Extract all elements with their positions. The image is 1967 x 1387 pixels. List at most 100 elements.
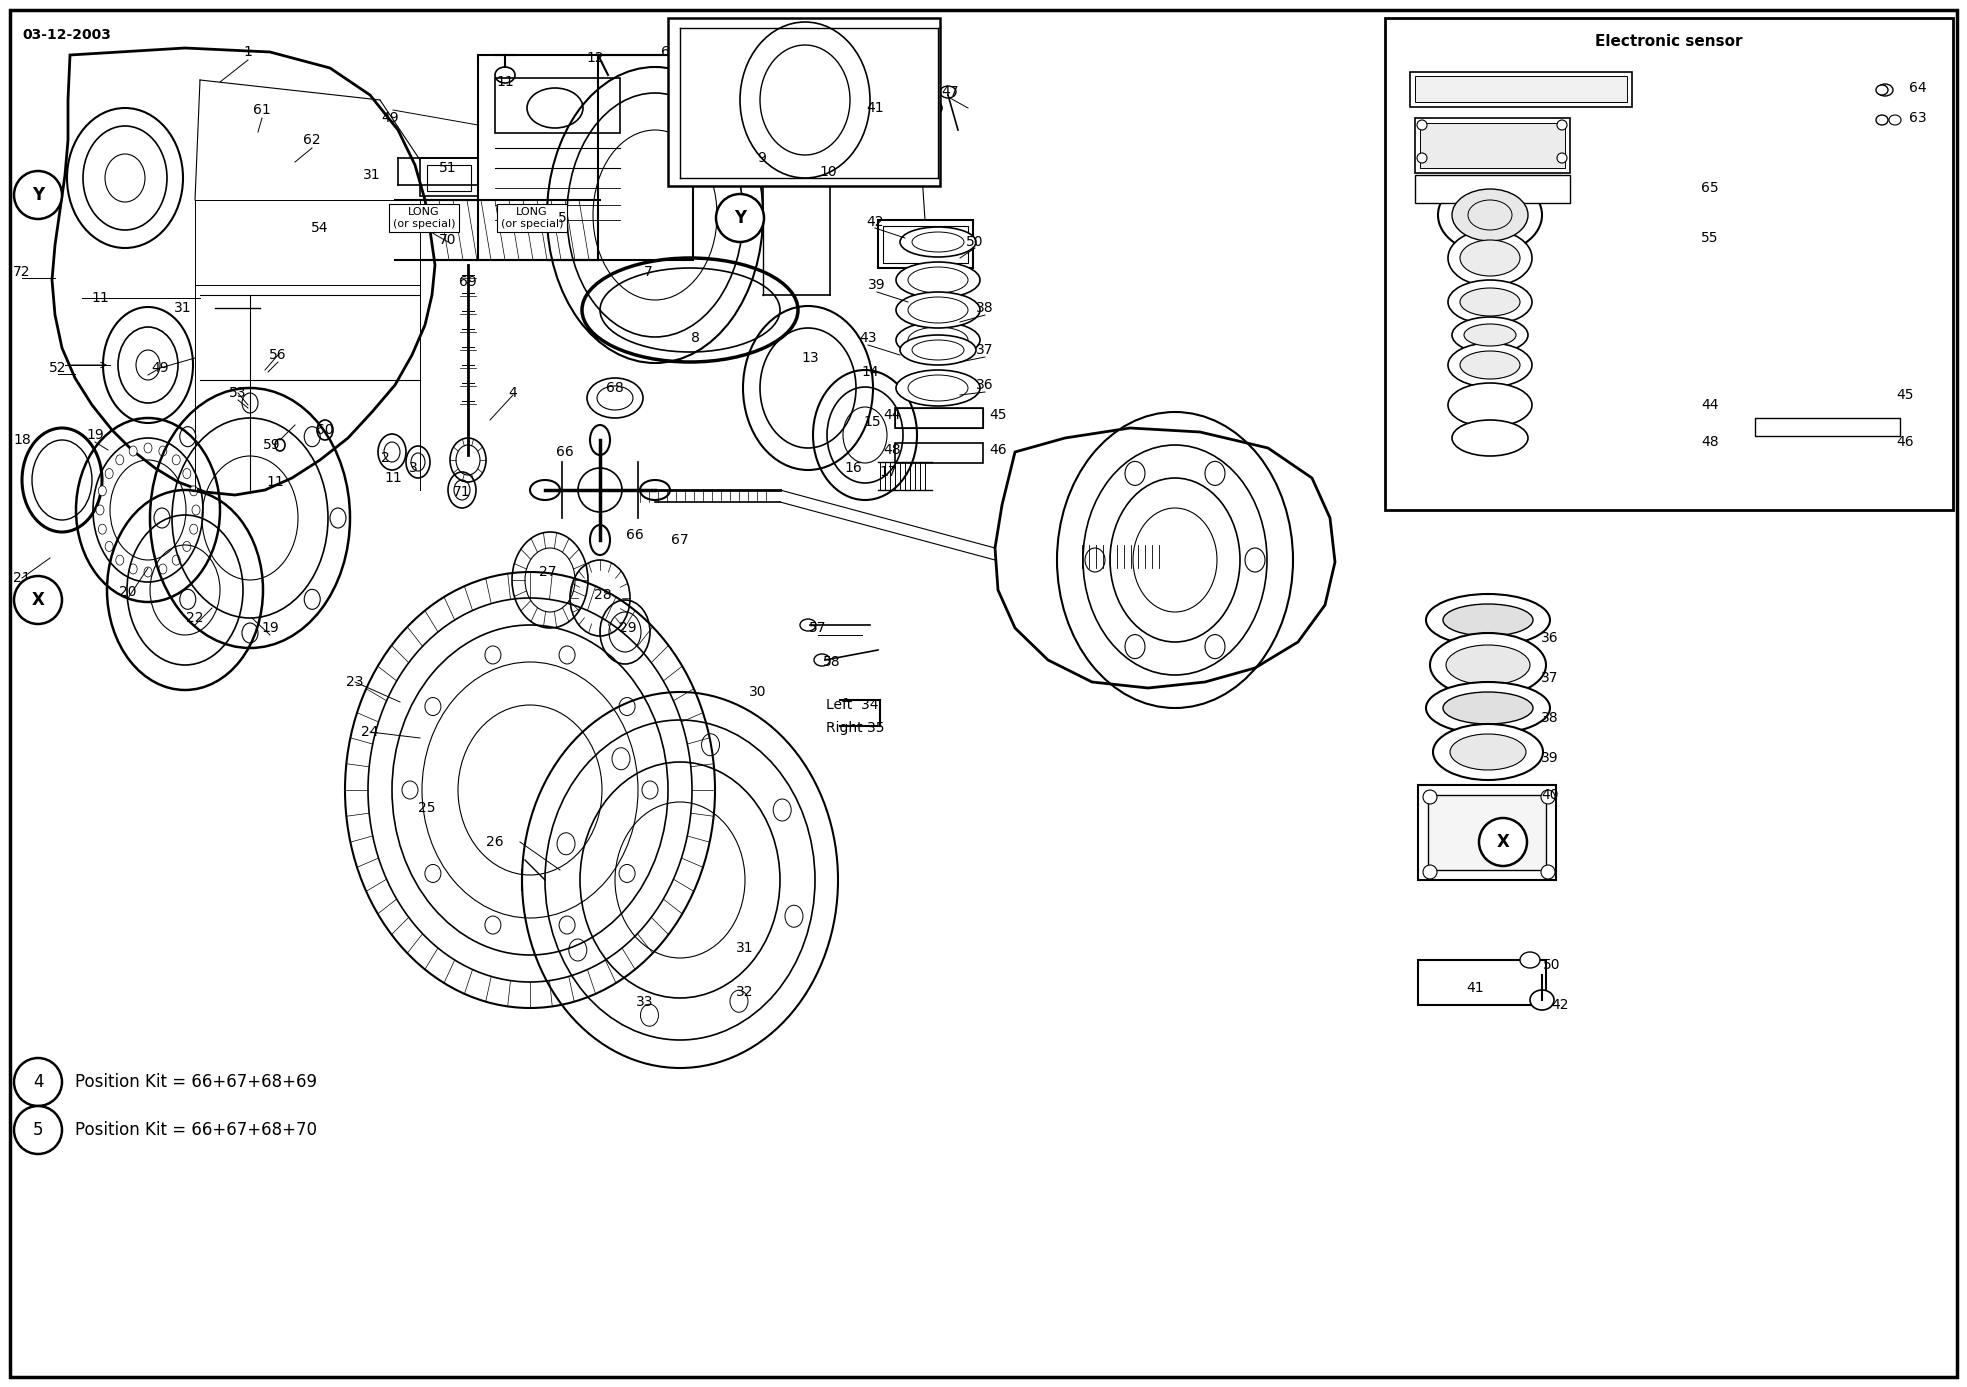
Ellipse shape bbox=[901, 336, 976, 365]
Ellipse shape bbox=[1877, 85, 1888, 94]
Ellipse shape bbox=[183, 469, 191, 479]
Text: 03-12-2003: 03-12-2003 bbox=[22, 28, 110, 42]
Text: Left  34: Left 34 bbox=[826, 698, 877, 712]
Text: 42: 42 bbox=[1552, 999, 1570, 1013]
Text: 61: 61 bbox=[254, 103, 271, 117]
Text: 44: 44 bbox=[883, 408, 901, 422]
Ellipse shape bbox=[919, 100, 942, 117]
Text: 19: 19 bbox=[87, 429, 104, 442]
Text: 20: 20 bbox=[120, 585, 138, 599]
Text: 48: 48 bbox=[1701, 436, 1719, 449]
Bar bbox=[421, 158, 478, 196]
Ellipse shape bbox=[1460, 288, 1520, 316]
Text: 47: 47 bbox=[942, 85, 958, 98]
Text: 11: 11 bbox=[384, 472, 401, 485]
Ellipse shape bbox=[96, 505, 104, 515]
Ellipse shape bbox=[1434, 724, 1542, 779]
Text: 62: 62 bbox=[303, 133, 321, 147]
Ellipse shape bbox=[897, 262, 980, 298]
Text: 16: 16 bbox=[844, 460, 862, 474]
Bar bbox=[496, 78, 620, 133]
Text: 58: 58 bbox=[822, 655, 840, 669]
Text: 1: 1 bbox=[244, 44, 252, 60]
Text: 11: 11 bbox=[90, 291, 108, 305]
Ellipse shape bbox=[173, 455, 181, 465]
Bar bbox=[895, 408, 984, 429]
Ellipse shape bbox=[189, 524, 197, 534]
Ellipse shape bbox=[814, 655, 830, 666]
Text: 26: 26 bbox=[486, 835, 504, 849]
Text: Y: Y bbox=[734, 209, 745, 227]
Ellipse shape bbox=[159, 447, 167, 456]
Bar bbox=[895, 408, 984, 429]
Text: 11: 11 bbox=[266, 474, 283, 490]
Text: 10: 10 bbox=[818, 165, 836, 179]
Ellipse shape bbox=[183, 541, 191, 552]
Text: 64: 64 bbox=[1910, 80, 1928, 94]
Text: 22: 22 bbox=[187, 612, 205, 626]
Ellipse shape bbox=[897, 322, 980, 358]
Ellipse shape bbox=[801, 619, 816, 631]
Text: 23: 23 bbox=[346, 675, 364, 689]
Text: 6: 6 bbox=[661, 44, 669, 60]
Ellipse shape bbox=[1430, 632, 1546, 698]
Text: 30: 30 bbox=[749, 685, 767, 699]
Ellipse shape bbox=[1877, 85, 1892, 96]
Ellipse shape bbox=[1540, 865, 1556, 879]
Text: 4: 4 bbox=[33, 1074, 43, 1092]
Text: X: X bbox=[1497, 834, 1509, 852]
Ellipse shape bbox=[1438, 178, 1542, 252]
Ellipse shape bbox=[578, 467, 622, 512]
Circle shape bbox=[14, 171, 63, 219]
Bar bbox=[1755, 417, 1900, 436]
Text: Right 35: Right 35 bbox=[826, 721, 885, 735]
Text: 5: 5 bbox=[557, 211, 566, 225]
Text: 3: 3 bbox=[409, 460, 417, 474]
Text: 36: 36 bbox=[976, 379, 993, 393]
Ellipse shape bbox=[1446, 645, 1530, 685]
Text: 66: 66 bbox=[626, 528, 643, 542]
Text: 48: 48 bbox=[883, 442, 901, 456]
Ellipse shape bbox=[144, 567, 151, 577]
Ellipse shape bbox=[590, 526, 610, 555]
Text: 24: 24 bbox=[362, 725, 380, 739]
Text: 17: 17 bbox=[879, 465, 897, 479]
Text: 39: 39 bbox=[867, 277, 885, 293]
Bar bbox=[1414, 76, 1627, 103]
Ellipse shape bbox=[1426, 682, 1550, 734]
Ellipse shape bbox=[1558, 121, 1568, 130]
Text: 5: 5 bbox=[33, 1121, 43, 1139]
Text: 53: 53 bbox=[230, 386, 246, 399]
Ellipse shape bbox=[1450, 734, 1526, 770]
Ellipse shape bbox=[116, 555, 124, 565]
Ellipse shape bbox=[1444, 692, 1532, 724]
Bar bbox=[1418, 785, 1556, 879]
Text: 21: 21 bbox=[14, 571, 31, 585]
Text: 43: 43 bbox=[860, 331, 877, 345]
Ellipse shape bbox=[1422, 865, 1438, 879]
Text: Electronic sensor: Electronic sensor bbox=[1595, 35, 1743, 49]
Circle shape bbox=[14, 576, 63, 624]
Text: 49: 49 bbox=[382, 111, 399, 125]
Ellipse shape bbox=[98, 524, 106, 534]
Bar bbox=[1414, 175, 1570, 203]
Bar bbox=[1414, 118, 1570, 173]
Text: 38: 38 bbox=[1542, 712, 1558, 725]
Ellipse shape bbox=[940, 86, 956, 98]
Text: 37: 37 bbox=[976, 343, 993, 356]
Text: 41: 41 bbox=[1465, 981, 1483, 994]
Text: 9: 9 bbox=[757, 151, 767, 165]
Ellipse shape bbox=[1452, 318, 1528, 354]
Text: 2: 2 bbox=[382, 451, 389, 465]
Text: 56: 56 bbox=[269, 348, 287, 362]
Ellipse shape bbox=[159, 565, 167, 574]
Text: 15: 15 bbox=[864, 415, 881, 429]
Text: 29: 29 bbox=[620, 621, 637, 635]
Text: 7: 7 bbox=[643, 265, 653, 279]
Circle shape bbox=[1479, 818, 1526, 865]
Text: 31: 31 bbox=[736, 940, 753, 956]
Text: 70: 70 bbox=[439, 233, 456, 247]
Bar bbox=[1418, 960, 1546, 1006]
Text: 49: 49 bbox=[151, 361, 169, 374]
Text: 33: 33 bbox=[635, 994, 653, 1008]
